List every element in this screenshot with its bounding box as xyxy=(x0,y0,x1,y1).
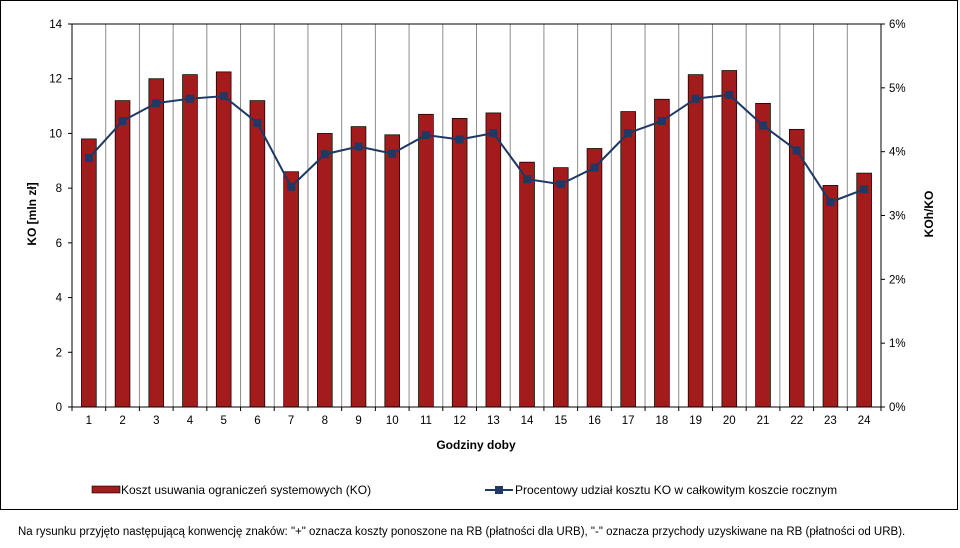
bar xyxy=(215,71,232,408)
y-axis-title: KO [mln zł] xyxy=(25,182,39,245)
x-tick-label: 22 xyxy=(790,415,803,427)
line-marker xyxy=(118,117,127,126)
line-marker xyxy=(354,142,363,151)
legend: Koszt usuwania ograniczeń systemowych (K… xyxy=(91,483,837,497)
y-tick-label: 0 xyxy=(56,402,62,414)
line-marker xyxy=(860,185,869,194)
bar xyxy=(822,185,839,408)
line-marker xyxy=(219,92,228,101)
x-tick-label: 11 xyxy=(420,415,432,427)
x-tick-label: 10 xyxy=(386,415,399,427)
x-tick-label: 5 xyxy=(220,415,226,427)
bar xyxy=(182,74,198,408)
x-tick-label: 7 xyxy=(288,415,294,427)
bar xyxy=(485,112,502,408)
x-tick-label: 20 xyxy=(723,415,736,427)
x-tick-label: 16 xyxy=(588,415,601,427)
bar xyxy=(81,138,97,408)
x-tick-label: 13 xyxy=(487,415,500,427)
x-tick-label: 21 xyxy=(757,415,770,427)
bar xyxy=(114,100,131,408)
bar xyxy=(249,100,266,408)
line-marker xyxy=(556,180,565,189)
bar xyxy=(620,111,636,408)
bar xyxy=(148,78,165,408)
line-marker xyxy=(489,129,498,138)
x-tick-label: 12 xyxy=(453,415,466,427)
y-tick-label: 2 xyxy=(56,347,62,359)
line-marker xyxy=(759,121,768,130)
y2-tick-label: 4% xyxy=(889,147,906,159)
line-marker xyxy=(691,94,700,103)
legend-line-marker xyxy=(495,486,503,494)
line-marker xyxy=(421,131,430,140)
bar xyxy=(283,171,299,408)
line-marker xyxy=(725,90,734,99)
footnote: Na rysunku przyjęto następującą konwencj… xyxy=(18,526,906,538)
bar xyxy=(755,102,771,408)
x-tick-label: 23 xyxy=(824,415,837,427)
y2-tick-label: 3% xyxy=(889,211,906,223)
bar xyxy=(350,126,367,408)
bar xyxy=(451,118,468,408)
y-tick-label: 6 xyxy=(56,238,62,250)
y2-tick-label: 2% xyxy=(889,274,906,286)
line-marker xyxy=(152,99,161,108)
y-tick-label: 10 xyxy=(49,128,62,140)
x-tick-label: 19 xyxy=(689,415,702,427)
x-tick-label: 2 xyxy=(119,415,125,427)
x-tick-label: 1 xyxy=(86,415,92,427)
bar xyxy=(519,161,535,408)
bar xyxy=(654,98,670,408)
line-marker xyxy=(287,182,296,191)
x-tick-label: 14 xyxy=(521,415,534,427)
bar xyxy=(721,70,738,408)
y-tick-label: 8 xyxy=(56,183,62,195)
bar xyxy=(586,148,603,408)
line-marker xyxy=(185,94,194,103)
line-marker xyxy=(84,154,93,163)
legend-line-label: Procentowy udział kosztu KO w całkowitym… xyxy=(515,483,837,497)
line-marker xyxy=(590,163,599,172)
x-tick-label: 17 xyxy=(622,415,635,427)
series-line xyxy=(88,93,865,204)
line-marker xyxy=(826,198,835,207)
y2-tick-label: 0% xyxy=(889,402,906,414)
x-tick-label: 8 xyxy=(322,415,328,427)
x-tick-label: 15 xyxy=(554,415,567,427)
bar xyxy=(856,172,872,408)
x-tick-label: 18 xyxy=(655,415,668,427)
y-tick-label: 14 xyxy=(49,19,62,31)
y2-axis-title: KOh/KO xyxy=(922,191,936,238)
line-marker xyxy=(624,129,633,138)
line-marker xyxy=(523,175,532,184)
line-marker xyxy=(320,150,329,159)
x-tick-label: 24 xyxy=(858,415,871,427)
x-axis-title: Godziny doby xyxy=(436,438,516,452)
bar xyxy=(553,167,569,408)
line-marker xyxy=(388,149,397,158)
x-tick-label: 6 xyxy=(254,415,260,427)
bar xyxy=(384,134,400,408)
legend-bar-swatch xyxy=(91,485,121,494)
y-tick-label: 12 xyxy=(49,74,62,86)
y2-tick-label: 5% xyxy=(889,83,906,95)
line-marker xyxy=(455,135,464,144)
bar xyxy=(418,113,434,408)
y2-tick-label: 1% xyxy=(889,338,906,350)
y2-tick-label: 6% xyxy=(889,19,906,31)
x-tick-label: 9 xyxy=(355,415,361,427)
x-tick-label: 4 xyxy=(187,415,194,427)
x-tick-label: 3 xyxy=(153,415,159,427)
bar xyxy=(317,133,333,408)
legend-bar-label: Koszt usuwania ograniczeń systemowych (K… xyxy=(121,483,371,497)
bar xyxy=(788,128,805,408)
bar xyxy=(687,74,704,408)
line-marker xyxy=(657,117,666,126)
line-marker xyxy=(792,146,801,155)
line-marker xyxy=(253,118,262,127)
y-tick-label: 4 xyxy=(56,293,63,305)
